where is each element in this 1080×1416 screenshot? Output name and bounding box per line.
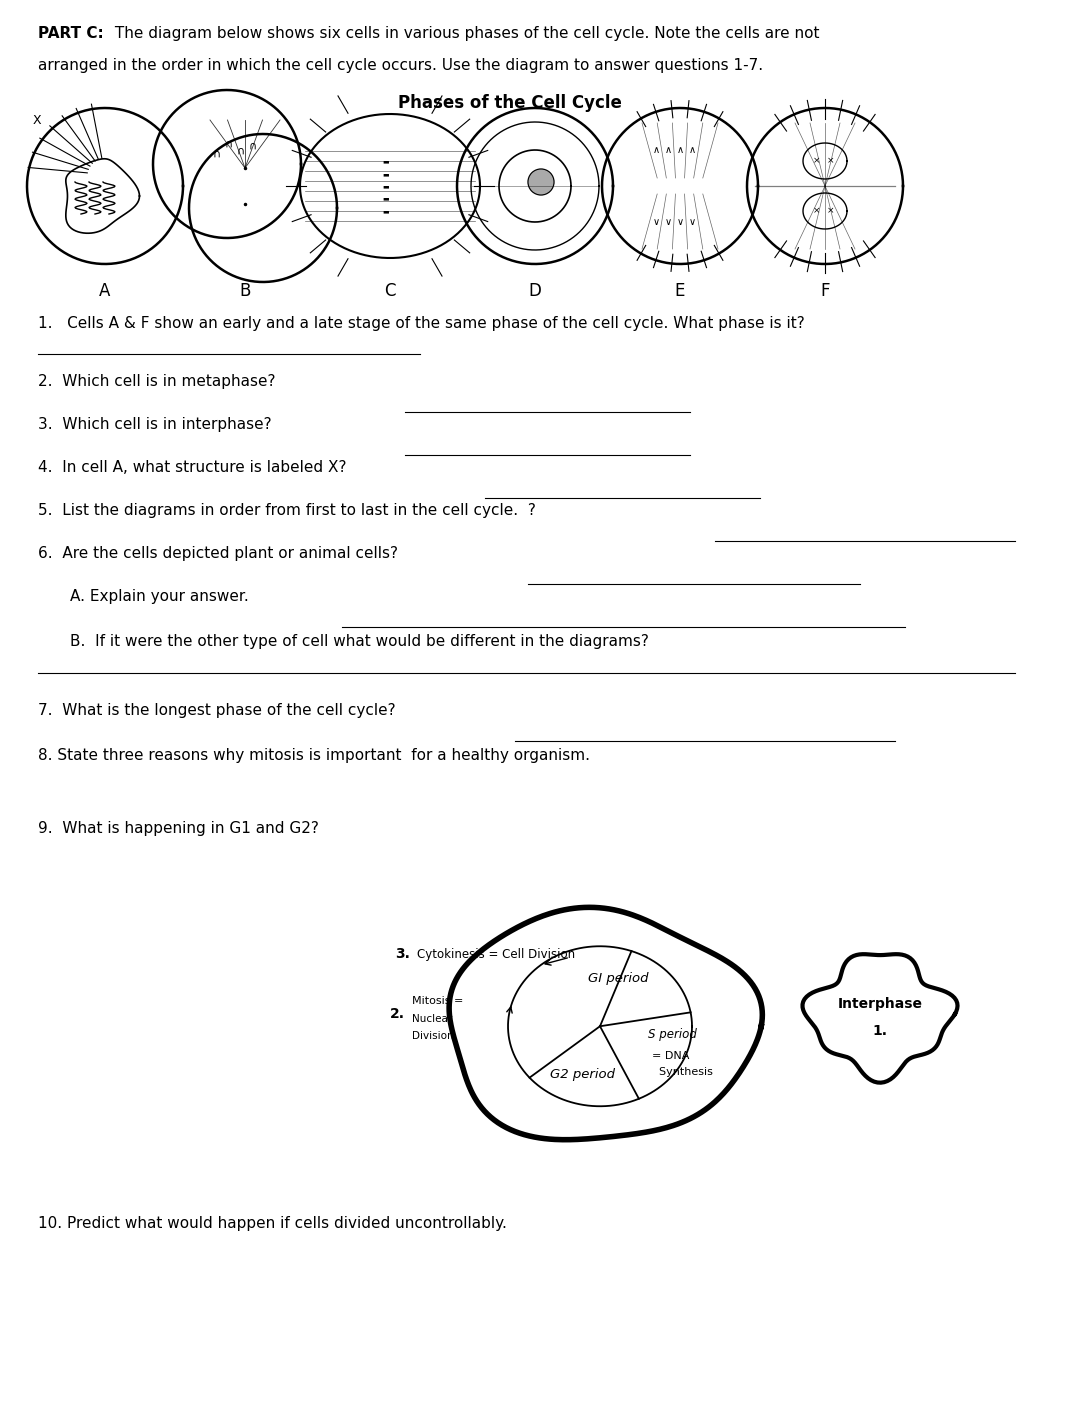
Text: ×: × [827, 207, 835, 215]
Text: ∨: ∨ [664, 217, 672, 227]
Text: 6.  Are the cells depicted plant or animal cells?: 6. Are the cells depicted plant or anima… [38, 547, 399, 561]
Text: ×: × [813, 157, 821, 166]
Text: ▬: ▬ [382, 159, 389, 164]
Polygon shape [802, 954, 958, 1083]
Text: Phases of the Cell Cycle: Phases of the Cell Cycle [399, 93, 622, 112]
Text: 1.   Cells A & F show an early and a late stage of the same phase of the cell cy: 1. Cells A & F show an early and a late … [38, 316, 805, 331]
Text: G2 period: G2 period [550, 1068, 615, 1080]
Text: B.  If it were the other type of cell what would be different in the diagrams?: B. If it were the other type of cell wha… [70, 634, 649, 649]
Text: ×: × [827, 157, 835, 166]
Text: 9.  What is happening in G1 and G2?: 9. What is happening in G1 and G2? [38, 821, 319, 837]
Text: 5.  List the diagrams in order from first to last in the cell cycle.  ?: 5. List the diagrams in order from first… [38, 503, 536, 518]
Text: ▬: ▬ [382, 208, 389, 214]
Text: ∩: ∩ [213, 149, 221, 159]
Text: Division: Division [411, 1031, 454, 1041]
Text: ▬: ▬ [382, 171, 389, 177]
Text: A: A [99, 282, 110, 300]
Text: ∧: ∧ [652, 144, 660, 154]
Text: PART C:: PART C: [38, 25, 104, 41]
Text: ×: × [813, 207, 821, 215]
Text: 3.  Which cell is in interphase?: 3. Which cell is in interphase? [38, 418, 272, 432]
Text: D: D [528, 282, 541, 300]
Text: A. Explain your answer.: A. Explain your answer. [70, 589, 248, 605]
Text: 4.  In cell A, what structure is labeled X?: 4. In cell A, what structure is labeled … [38, 460, 347, 474]
Text: ∧: ∧ [676, 144, 684, 154]
Text: 1.: 1. [873, 1024, 888, 1038]
Text: ▬: ▬ [382, 183, 389, 188]
Text: Interphase: Interphase [837, 997, 922, 1011]
Text: ∧: ∧ [688, 144, 696, 154]
Text: ∨: ∨ [652, 217, 660, 227]
Text: ∩: ∩ [225, 139, 233, 149]
Text: ∧: ∧ [664, 144, 672, 154]
Text: X: X [33, 115, 42, 127]
Text: Mitosis =: Mitosis = [411, 997, 463, 1007]
Text: 2.: 2. [390, 1007, 405, 1021]
Text: arranged in the order in which the cell cycle occurs. Use the diagram to answer : arranged in the order in which the cell … [38, 58, 764, 74]
Text: 2.  Which cell is in metaphase?: 2. Which cell is in metaphase? [38, 374, 275, 389]
Text: C: C [384, 282, 395, 300]
Circle shape [528, 169, 554, 195]
Text: S period: S period [648, 1028, 697, 1041]
Text: ▬: ▬ [382, 195, 389, 201]
Text: Cytokinesis = Cell Division: Cytokinesis = Cell Division [417, 947, 576, 960]
Text: E: E [675, 282, 685, 300]
Text: Nuclear: Nuclear [411, 1014, 453, 1024]
Text: GI period: GI period [588, 971, 648, 984]
Text: 7.  What is the longest phase of the cell cycle?: 7. What is the longest phase of the cell… [38, 702, 395, 718]
Text: = DNA: = DNA [652, 1051, 689, 1061]
Text: 3.: 3. [395, 947, 410, 961]
Text: ∩: ∩ [248, 142, 257, 152]
Text: The diagram below shows six cells in various phases of the cell cycle. Note the : The diagram below shows six cells in var… [110, 25, 820, 41]
Text: 8. State three reasons why mitosis is important  for a healthy organism.: 8. State three reasons why mitosis is im… [38, 748, 590, 763]
Text: ∨: ∨ [676, 217, 684, 227]
Text: F: F [820, 282, 829, 300]
Text: ∨: ∨ [688, 217, 696, 227]
Text: 10. Predict what would happen if cells divided uncontrollably.: 10. Predict what would happen if cells d… [38, 1216, 507, 1232]
Text: ∩: ∩ [237, 146, 245, 156]
Text: Synthesis: Synthesis [652, 1068, 713, 1078]
Text: B: B [240, 282, 251, 300]
